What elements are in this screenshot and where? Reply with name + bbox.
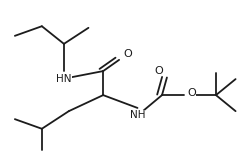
Text: O: O: [187, 88, 196, 98]
Text: HN: HN: [56, 74, 72, 84]
Text: O: O: [123, 49, 132, 59]
Text: NH: NH: [130, 110, 145, 119]
Text: O: O: [155, 66, 163, 76]
